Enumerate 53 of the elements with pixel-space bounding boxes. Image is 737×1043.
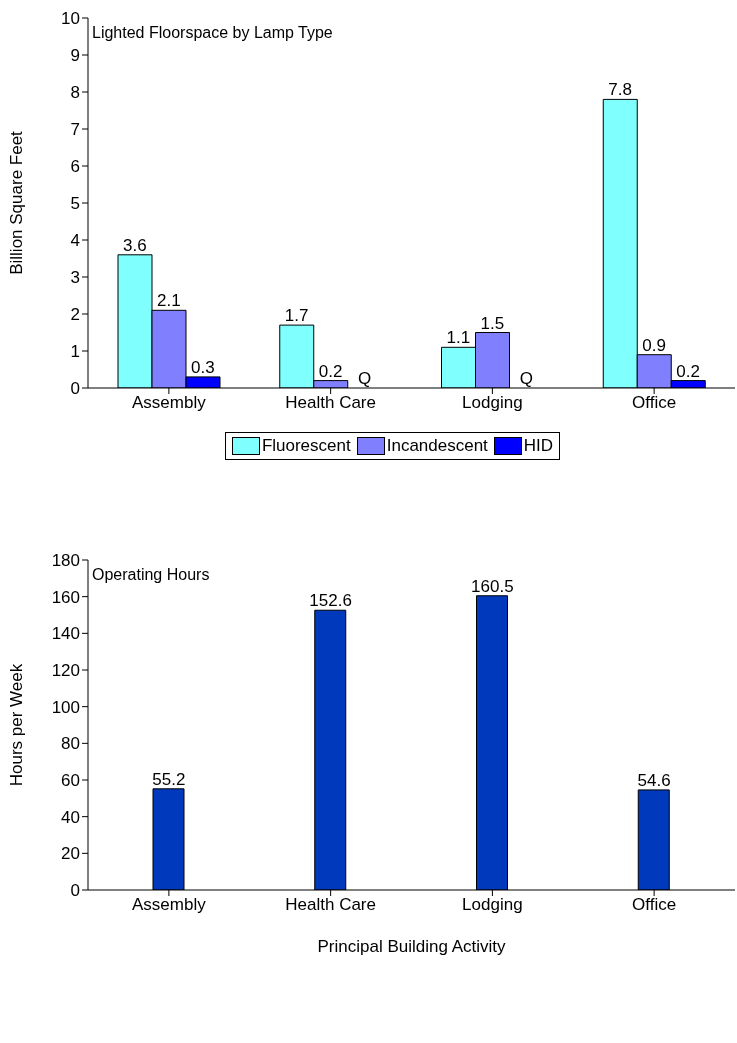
text: Q (519, 369, 533, 388)
x-tick-label: Health Care (285, 393, 376, 413)
y-axis-title: Hours per Week (7, 663, 27, 787)
y-tick-label: 80 (61, 734, 80, 754)
y-tick-label: 7 (70, 120, 80, 140)
y-tick-label: 160 (51, 587, 80, 607)
y-tick-label: 5 (70, 194, 80, 214)
y-tick-label: 60 (61, 771, 80, 791)
data-label: 1.1 (446, 328, 471, 348)
x-tick-label: Health Care (285, 895, 376, 915)
y-tick-label: 120 (51, 661, 80, 681)
chart-title: Lighted Floorspace by Lamp Type (92, 24, 333, 42)
y-tick-label: 140 (51, 624, 80, 644)
y-tick-label: 6 (70, 157, 80, 177)
x-tick-label: Office (632, 895, 677, 915)
data-label: 0.3 (191, 357, 215, 377)
y-tick-label: 0 (70, 379, 80, 399)
data-label: 160.5 (471, 576, 514, 596)
data-label: 1.5 (480, 313, 505, 333)
legend-label: Incandescent (385, 436, 488, 456)
data-label: 0.2 (318, 361, 343, 381)
y-tick-label: 0 (70, 881, 80, 901)
x-tick-label: Assembly (132, 895, 207, 915)
text: Q (358, 369, 372, 388)
data-label: 2.1 (157, 291, 181, 311)
data-label: 3.6 (123, 235, 147, 255)
chart-title: Operating Hours (92, 566, 210, 584)
y-tick-label: 9 (70, 46, 80, 66)
legend-label: Fluorescent (260, 436, 351, 456)
y-tick-label: 1 (70, 342, 80, 362)
y-tick-label: 4 (70, 231, 80, 251)
x-tick-label: Assembly (132, 393, 207, 413)
data-label: 0.9 (642, 335, 666, 355)
x-axis-title: Principal Building Activity (317, 937, 507, 957)
x-tick-label: Lodging (462, 895, 523, 915)
y-tick-label: 20 (61, 844, 80, 864)
data-label: 1.7 (284, 306, 309, 326)
legend-label: HID (522, 436, 554, 456)
y-tick-label: 100 (51, 697, 80, 717)
data-label: 54.6 (637, 770, 671, 790)
x-tick-label: Lodging (462, 393, 523, 413)
x-tick-label: Office (632, 393, 677, 413)
data-label: 152.6 (309, 591, 352, 611)
y-tick-label: 2 (70, 305, 80, 325)
y-tick-label: 180 (51, 551, 80, 571)
y-tick-label: 10 (61, 9, 80, 29)
data-label: 0.2 (676, 361, 700, 381)
y-tick-label: 40 (61, 807, 80, 827)
y-tick-label: 3 (70, 268, 80, 288)
y-axis-title: Billion Square Feet (7, 130, 27, 275)
data-label: 55.2 (152, 769, 186, 789)
y-tick-label: 8 (70, 83, 80, 103)
data-label: 7.8 (608, 80, 632, 100)
